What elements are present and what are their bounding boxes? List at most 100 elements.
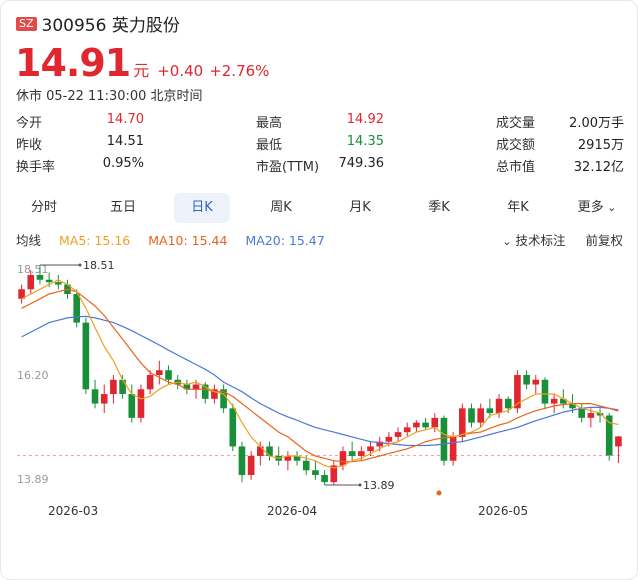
candle-up <box>339 451 347 466</box>
candle-up <box>587 413 595 418</box>
candle-up <box>284 455 292 461</box>
candle-up <box>146 375 154 390</box>
stock-header: SZ 300956 英力股份 <box>16 11 180 36</box>
ma20-line <box>21 315 619 447</box>
candle-up <box>385 436 393 442</box>
tab-3[interactable]: 周K <box>253 193 309 223</box>
stat-label: 成交量 <box>496 116 536 131</box>
candle-down <box>596 413 604 416</box>
candle-down <box>560 398 567 404</box>
candle-down <box>220 389 227 409</box>
candle-up <box>532 379 540 385</box>
candle-up <box>394 432 402 437</box>
candle-up <box>413 422 420 428</box>
candle-down <box>119 379 126 395</box>
price-unit: 元 <box>133 61 150 80</box>
y-tick-label: 13.89 <box>17 473 49 486</box>
stat-label: 市盈(TTM) <box>256 160 320 175</box>
tab-6[interactable]: 年K <box>490 193 546 223</box>
tab-7[interactable]: 更多 ⌄ <box>569 193 625 223</box>
candle-up <box>137 389 145 418</box>
tab-label: 周K <box>270 200 292 215</box>
stat-value: 0.95% <box>102 156 144 171</box>
adjust-toggle[interactable]: 前复权 <box>585 233 623 248</box>
tab-0[interactable]: 分时 <box>16 193 72 223</box>
x-tick-label: 2026-04 <box>267 504 317 518</box>
candle-down <box>55 282 62 285</box>
candle-down <box>45 279 53 283</box>
indicator-toggle[interactable]: ⌄ 技术标注 <box>502 233 565 248</box>
candle-down <box>183 384 191 390</box>
candle-up <box>156 370 163 375</box>
candle-up <box>367 446 374 452</box>
tab-4[interactable]: 月K <box>332 193 388 223</box>
candle-down <box>165 370 172 380</box>
tab-label: 季K <box>428 200 450 215</box>
candle-up <box>330 465 338 483</box>
kline-chart[interactable]: 18.51 16.20 13.89 18.51 13.89 2026-03 2026-04 2… <box>1 251 637 531</box>
stat-value: 14.92 <box>346 112 384 127</box>
candle-up <box>247 455 255 475</box>
stock-title[interactable]: 300956 英力股份 <box>41 16 180 36</box>
stat-label: 最低 <box>256 138 283 153</box>
candle-up <box>18 289 25 299</box>
candle-up <box>550 398 558 404</box>
tab-5[interactable]: 季K <box>411 193 467 223</box>
chevron-down-icon: ⌄ <box>603 201 617 214</box>
max-pointer-dot <box>78 263 82 267</box>
stat-value: 32.12亿 <box>573 160 624 175</box>
candle-down <box>128 394 136 418</box>
market-status: 休市 05-22 11:30:00 北京时间 <box>16 89 203 104</box>
period-tabs: 分时 五日 日K 周K 月K 季K 年K 更多 ⌄ <box>16 193 626 223</box>
candle-up <box>192 384 200 390</box>
candle-down <box>422 422 429 428</box>
tab-label: 五日 <box>109 200 136 215</box>
min-label: 13.89 <box>363 479 395 492</box>
x-tick-label: 2026-03 <box>48 504 98 518</box>
candle-up <box>514 375 521 409</box>
candle-up <box>431 417 439 428</box>
y-tick-label: 18.51 <box>17 263 49 276</box>
stat-label: 今开 <box>16 116 43 131</box>
tab-label: 更多 <box>577 200 604 215</box>
candle-down <box>440 417 448 461</box>
stat-label: 成交额 <box>496 138 536 153</box>
candle-down <box>348 451 356 456</box>
ma5-line <box>21 279 619 469</box>
candle-down <box>293 455 301 461</box>
price-change-pct: +2.76% <box>209 62 270 80</box>
tab-1[interactable]: 五日 <box>95 193 151 223</box>
candle-up <box>615 436 622 447</box>
candle-down <box>302 460 310 471</box>
stat-label: 昨收 <box>16 138 43 153</box>
candle-up <box>449 436 457 461</box>
stat-value: 2915万 <box>577 138 624 153</box>
stat-label: 最高 <box>256 116 283 131</box>
candle-down <box>36 275 44 280</box>
candle-up <box>27 275 35 290</box>
max-label: 18.51 <box>83 259 115 272</box>
indicator-label: 技术标注 <box>515 233 566 248</box>
stat-value: 14.70 <box>106 112 144 127</box>
stat-value: 2.00万手 <box>569 116 624 131</box>
event-marker <box>436 490 442 496</box>
ma-legend-title: 均线 <box>16 233 42 248</box>
candle-up <box>376 441 383 447</box>
y-tick-label: 16.20 <box>17 369 49 382</box>
price-change: +0.40 <box>157 62 204 80</box>
candle-up <box>403 427 411 433</box>
x-tick-label: 2026-05 <box>478 504 528 518</box>
candle-down <box>266 446 273 456</box>
candle-down <box>504 398 512 409</box>
candle-up <box>495 398 503 414</box>
tab-label: 分时 <box>30 200 57 215</box>
stat-label: 换手率 <box>16 160 56 175</box>
candle-up <box>211 389 218 399</box>
candle-down <box>321 475 328 483</box>
candle-down <box>312 470 319 475</box>
candle-down <box>578 408 585 418</box>
tab-label: 日K <box>191 200 213 215</box>
candle-down <box>82 322 90 390</box>
tab-2[interactable]: 日K <box>174 193 230 223</box>
candle-up <box>477 408 484 423</box>
